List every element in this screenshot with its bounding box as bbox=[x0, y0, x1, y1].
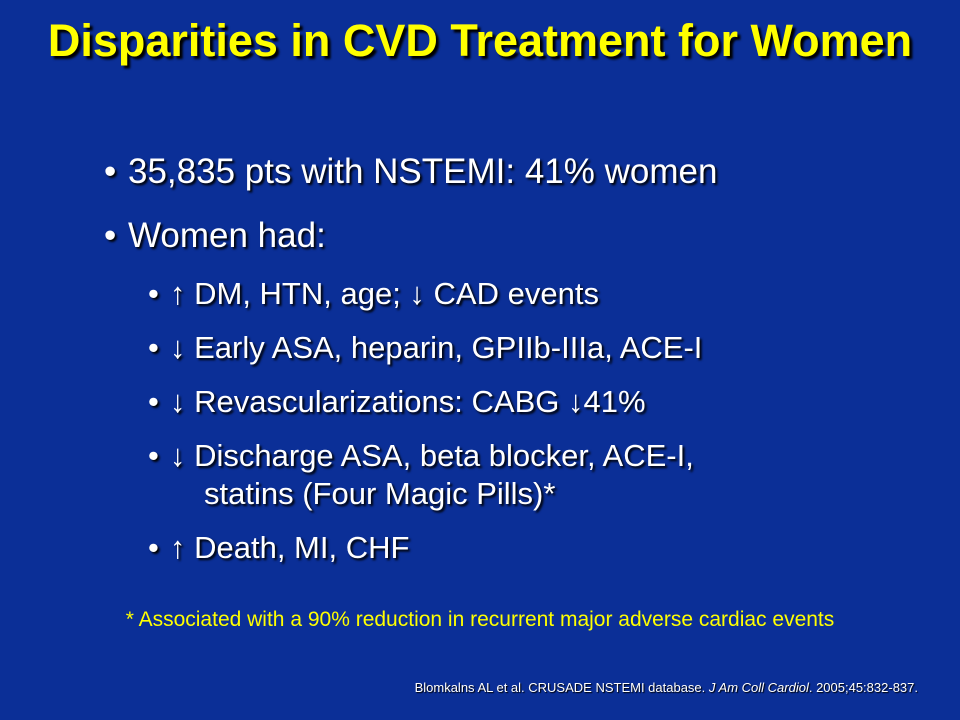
bullet-dot: • bbox=[148, 530, 159, 565]
citation-details: . 2005;45:832-837. bbox=[808, 680, 918, 695]
sub-bullet-text: ↓ Revascularizations: CABG ↓41% bbox=[170, 384, 646, 419]
bullet-text: Women had: bbox=[128, 216, 326, 255]
sub-bullet-text: ↓ Discharge ASA, beta blocker, ACE-I, bbox=[170, 438, 694, 473]
sub-bullet-item: • ↓ Discharge ASA, beta blocker, ACE-I, bbox=[148, 438, 694, 474]
sub-bullet-item: • ↓ Early ASA, heparin, GPIIb-IIIa, ACE-I bbox=[148, 330, 702, 366]
sub-bullet-text: ↑ Death, MI, CHF bbox=[170, 530, 410, 565]
sub-bullet-continuation: statins (Four Magic Pills)* bbox=[204, 476, 556, 511]
sub-bullet-text: ↓ Early ASA, heparin, GPIIb-IIIa, ACE-I bbox=[170, 330, 703, 365]
bullet-item: • 35,835 pts with NSTEMI: 41% women bbox=[104, 152, 717, 192]
citation-journal: J Am Coll Cardiol bbox=[708, 680, 809, 695]
bullet-dot: • bbox=[148, 438, 159, 473]
footnote: * Associated with a 90% reduction in rec… bbox=[125, 608, 835, 631]
bullet-dot: • bbox=[148, 384, 159, 419]
slide-title: Disparities in CVD Treatment for Women bbox=[47, 15, 913, 66]
sub-bullet-text: ↑ DM, HTN, age; ↓ CAD events bbox=[170, 276, 599, 311]
bullet-text: 35,835 pts with NSTEMI: 41% women bbox=[128, 152, 718, 191]
bullet-dot: • bbox=[148, 330, 159, 365]
citation-authors: Blomkalns AL et al. CRUSADE NSTEMI datab… bbox=[414, 680, 706, 695]
bullet-dot: • bbox=[148, 276, 159, 311]
citation: Blomkalns AL et al. CRUSADE NSTEMI datab… bbox=[415, 680, 918, 695]
bullet-dot: • bbox=[104, 152, 117, 191]
bullet-item: • Women had: bbox=[104, 216, 326, 256]
bullet-dot: • bbox=[104, 216, 117, 255]
sub-bullet-item: • ↑ DM, HTN, age; ↓ CAD events bbox=[148, 276, 599, 312]
sub-bullet-item: • ↑ Death, MI, CHF bbox=[148, 530, 409, 566]
sub-bullet-item: • ↓ Revascularizations: CABG ↓41% bbox=[148, 384, 646, 420]
